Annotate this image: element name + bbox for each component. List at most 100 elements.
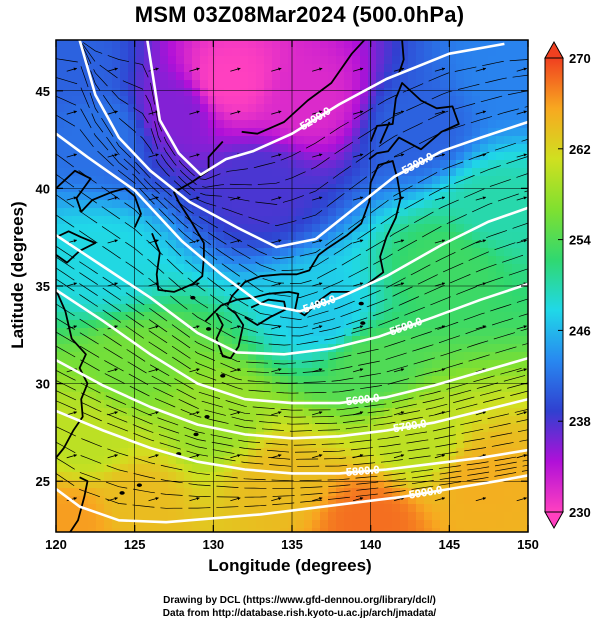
field-cell (56, 248, 65, 257)
field-cell (512, 504, 521, 513)
field-cell (176, 216, 185, 225)
flow-arrow (271, 325, 282, 330)
field-cell (376, 272, 385, 281)
field-cell (408, 304, 417, 313)
field-cell (440, 144, 449, 153)
field-cell (136, 504, 145, 513)
field-cell (64, 376, 73, 385)
field-cell (416, 400, 425, 409)
field-cell (192, 96, 201, 105)
field-cell (336, 480, 345, 489)
flow-arrow (475, 368, 487, 373)
field-cell (176, 312, 185, 321)
field-cell (384, 224, 393, 233)
field-cell (336, 352, 345, 361)
flow-arrow (107, 282, 118, 287)
field-cell (368, 264, 377, 273)
field-cell (80, 472, 89, 481)
field-cell (488, 496, 497, 505)
field-cell (184, 288, 193, 297)
field-cell (168, 104, 177, 113)
field-cell (376, 152, 385, 161)
field-cell (352, 440, 361, 449)
field-cell (104, 408, 113, 417)
field-cell (240, 224, 249, 233)
field-cell (424, 504, 433, 513)
field-cell (120, 280, 129, 289)
field-cell (232, 264, 241, 273)
field-cell (344, 368, 353, 377)
field-cell (512, 304, 521, 313)
field-cell (320, 304, 329, 313)
field-cell (320, 240, 329, 249)
field-cell (336, 232, 345, 241)
field-cell (128, 64, 137, 73)
field-cell (376, 392, 385, 401)
field-cell (368, 112, 377, 121)
field-cell (104, 528, 113, 532)
field-cell (336, 96, 345, 105)
field-cell (80, 232, 89, 241)
field-cell (464, 440, 473, 449)
field-cell (472, 360, 481, 369)
field-cell (392, 64, 401, 73)
field-cell (120, 256, 129, 265)
field-cell (192, 120, 201, 129)
field-cell (408, 392, 417, 401)
field-cell (464, 312, 473, 321)
field-cell (344, 80, 353, 89)
field-cell (104, 120, 113, 129)
field-cell (72, 96, 81, 105)
field-cell (488, 520, 497, 529)
field-cell (296, 72, 305, 81)
field-cell (128, 400, 137, 409)
field-cell (392, 128, 401, 137)
field-cell (64, 160, 73, 169)
field-cell (408, 496, 417, 505)
field-cell (432, 464, 441, 473)
field-cell (512, 320, 521, 329)
field-cell (456, 408, 465, 417)
field-cell (408, 360, 417, 369)
field-cell (56, 264, 65, 273)
field-cell (56, 480, 65, 489)
field-cell (104, 336, 113, 345)
field-cell (200, 48, 209, 57)
field-cell (416, 264, 425, 273)
field-cell (208, 280, 217, 289)
field-cell (440, 328, 449, 337)
field-cell (240, 456, 249, 465)
field-cell (344, 472, 353, 481)
field-cell (128, 496, 137, 505)
field-cell (400, 368, 409, 377)
field-cell (272, 176, 281, 185)
field-cell (120, 416, 129, 425)
field-cell (184, 136, 193, 145)
field-cell (376, 248, 385, 257)
field-cell (152, 104, 161, 113)
field-cell (392, 264, 401, 273)
contour-label: 5600.0 (345, 392, 380, 408)
flow-arrow (271, 196, 282, 201)
field-cell (216, 112, 225, 121)
field-cell (56, 88, 65, 97)
field-cell (400, 296, 409, 305)
field-cell (384, 384, 393, 393)
field-cell (352, 248, 361, 257)
field-cell (456, 112, 465, 121)
field-cell (176, 168, 185, 177)
field-cell (224, 488, 233, 497)
field-cell (480, 160, 489, 169)
field-cell (456, 376, 465, 385)
field-cell (464, 336, 473, 345)
flow-arrow (393, 110, 405, 115)
field-cell (488, 528, 497, 532)
field-cell (488, 96, 497, 105)
field-cell (392, 88, 401, 97)
field-cell (248, 408, 257, 417)
field-cell (192, 168, 201, 177)
field-cell (416, 424, 425, 433)
field-cell (96, 128, 105, 137)
field-cell (440, 200, 449, 209)
field-cell (440, 224, 449, 233)
